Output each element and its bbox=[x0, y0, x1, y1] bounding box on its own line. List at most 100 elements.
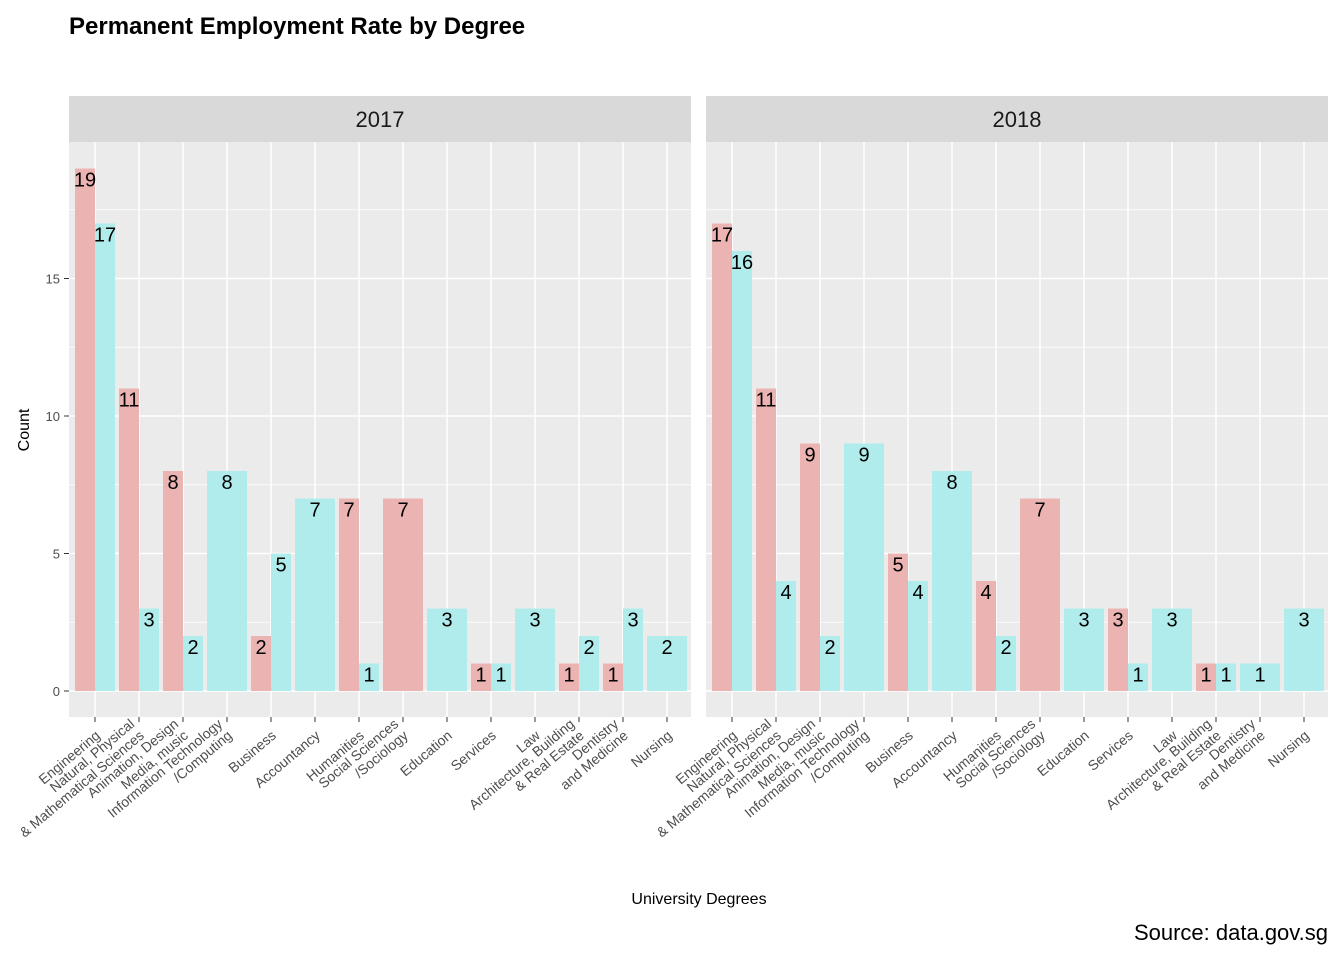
bar bbox=[1152, 608, 1192, 691]
bar-value-label: 16 bbox=[731, 252, 753, 274]
bar-value-label: 2 bbox=[187, 637, 198, 659]
bar bbox=[427, 608, 467, 691]
bar-value-label: 2 bbox=[1000, 637, 1011, 659]
bar-value-label: 3 bbox=[1166, 610, 1177, 632]
bar bbox=[95, 223, 115, 691]
bar-value-label: 9 bbox=[858, 445, 869, 467]
x-tick-label-line: Architecture, Building bbox=[1103, 716, 1215, 813]
x-tick-label-line: Nursing bbox=[628, 727, 675, 770]
bar-value-label: 19 bbox=[74, 170, 96, 192]
y-tick-label: 5 bbox=[53, 547, 60, 562]
bar bbox=[1196, 663, 1216, 691]
facet-strip bbox=[706, 96, 1328, 142]
bar bbox=[339, 498, 359, 691]
bar-value-label: 5 bbox=[275, 555, 286, 577]
bar bbox=[251, 636, 271, 691]
bar-value-label: 1 bbox=[363, 665, 374, 687]
bar bbox=[1284, 608, 1324, 691]
bar bbox=[295, 498, 335, 691]
bar bbox=[1240, 663, 1280, 691]
bar bbox=[976, 581, 996, 691]
bar-value-label: 4 bbox=[780, 582, 791, 604]
bar bbox=[820, 636, 840, 691]
chart-title: Permanent Employment Rate by Degree bbox=[69, 13, 525, 40]
bar-value-label: 8 bbox=[221, 472, 232, 494]
bar-value-label: 1 bbox=[475, 665, 486, 687]
bar bbox=[1128, 663, 1148, 691]
bar bbox=[1020, 498, 1060, 691]
bar bbox=[1216, 663, 1236, 691]
bar bbox=[623, 608, 643, 691]
bar bbox=[800, 443, 820, 691]
bar bbox=[207, 471, 247, 691]
bar bbox=[579, 636, 599, 691]
bar bbox=[712, 223, 732, 691]
bar-value-label: 3 bbox=[143, 610, 154, 632]
bar bbox=[75, 168, 95, 691]
bar-value-label: 9 bbox=[804, 445, 815, 467]
x-tick-label: Nursing bbox=[628, 727, 675, 770]
y-axis-title: Count bbox=[16, 408, 33, 451]
y-tick-label: 15 bbox=[46, 272, 60, 287]
bar bbox=[139, 608, 159, 691]
bar-value-label: 11 bbox=[119, 390, 140, 412]
bar-value-label: 7 bbox=[397, 500, 408, 522]
bar-value-label: 4 bbox=[980, 582, 991, 604]
bar-value-label: 3 bbox=[529, 610, 540, 632]
bar bbox=[491, 663, 511, 691]
bar-value-label: 1 bbox=[1254, 665, 1265, 687]
bar bbox=[183, 636, 203, 691]
bar bbox=[844, 443, 884, 691]
bar bbox=[163, 471, 183, 691]
bar-value-label: 8 bbox=[167, 472, 178, 494]
facet-strip-label: 2017 bbox=[356, 107, 405, 132]
bar-value-label: 3 bbox=[1298, 610, 1309, 632]
bar-value-label: 4 bbox=[912, 582, 923, 604]
bar bbox=[1108, 608, 1128, 691]
bar bbox=[559, 663, 579, 691]
bar bbox=[756, 388, 776, 691]
x-tick-label-line: Nursing bbox=[1265, 727, 1312, 770]
bar bbox=[119, 388, 139, 691]
bar bbox=[732, 251, 752, 691]
bar bbox=[647, 636, 687, 691]
x-tick-label: Nursing bbox=[1265, 727, 1312, 770]
bar-value-label: 1 bbox=[607, 665, 618, 687]
bar-value-label: 2 bbox=[583, 637, 594, 659]
bar-value-label: 3 bbox=[441, 610, 452, 632]
bar-value-label: 5 bbox=[892, 555, 903, 577]
bar-value-label: 7 bbox=[343, 500, 354, 522]
bar bbox=[383, 498, 423, 691]
bar bbox=[271, 553, 291, 691]
x-tick-label: Services bbox=[1085, 727, 1136, 774]
facet-strip bbox=[69, 96, 691, 142]
facet-strip-label: 2018 bbox=[993, 107, 1042, 132]
bar-value-label: 8 bbox=[946, 472, 957, 494]
bar-value-label: 2 bbox=[661, 637, 672, 659]
x-axis-title: University Degrees bbox=[631, 891, 766, 908]
bar bbox=[471, 663, 491, 691]
bar-value-label: 1 bbox=[495, 665, 506, 687]
bar bbox=[776, 581, 796, 691]
x-tick-label-line: Services bbox=[1085, 727, 1136, 774]
bar-value-label: 3 bbox=[1112, 610, 1123, 632]
y-tick-label: 10 bbox=[46, 409, 60, 424]
x-tick-label: Services bbox=[448, 727, 499, 774]
bar-value-label: 7 bbox=[309, 500, 320, 522]
y-tick-label: 0 bbox=[53, 684, 60, 699]
bar-value-label: 17 bbox=[94, 225, 116, 247]
panel-background bbox=[69, 142, 691, 717]
bar-value-label: 17 bbox=[711, 225, 733, 247]
bar bbox=[603, 663, 623, 691]
bar bbox=[932, 471, 972, 691]
x-tick-label-line: Architecture, Building bbox=[466, 716, 578, 813]
x-tick-label-line: Services bbox=[448, 727, 499, 774]
source-caption: Source: data.gov.sg bbox=[1134, 920, 1328, 945]
bar-value-label: 3 bbox=[627, 610, 638, 632]
bar-value-label: 1 bbox=[1200, 665, 1211, 687]
bar bbox=[1064, 608, 1104, 691]
